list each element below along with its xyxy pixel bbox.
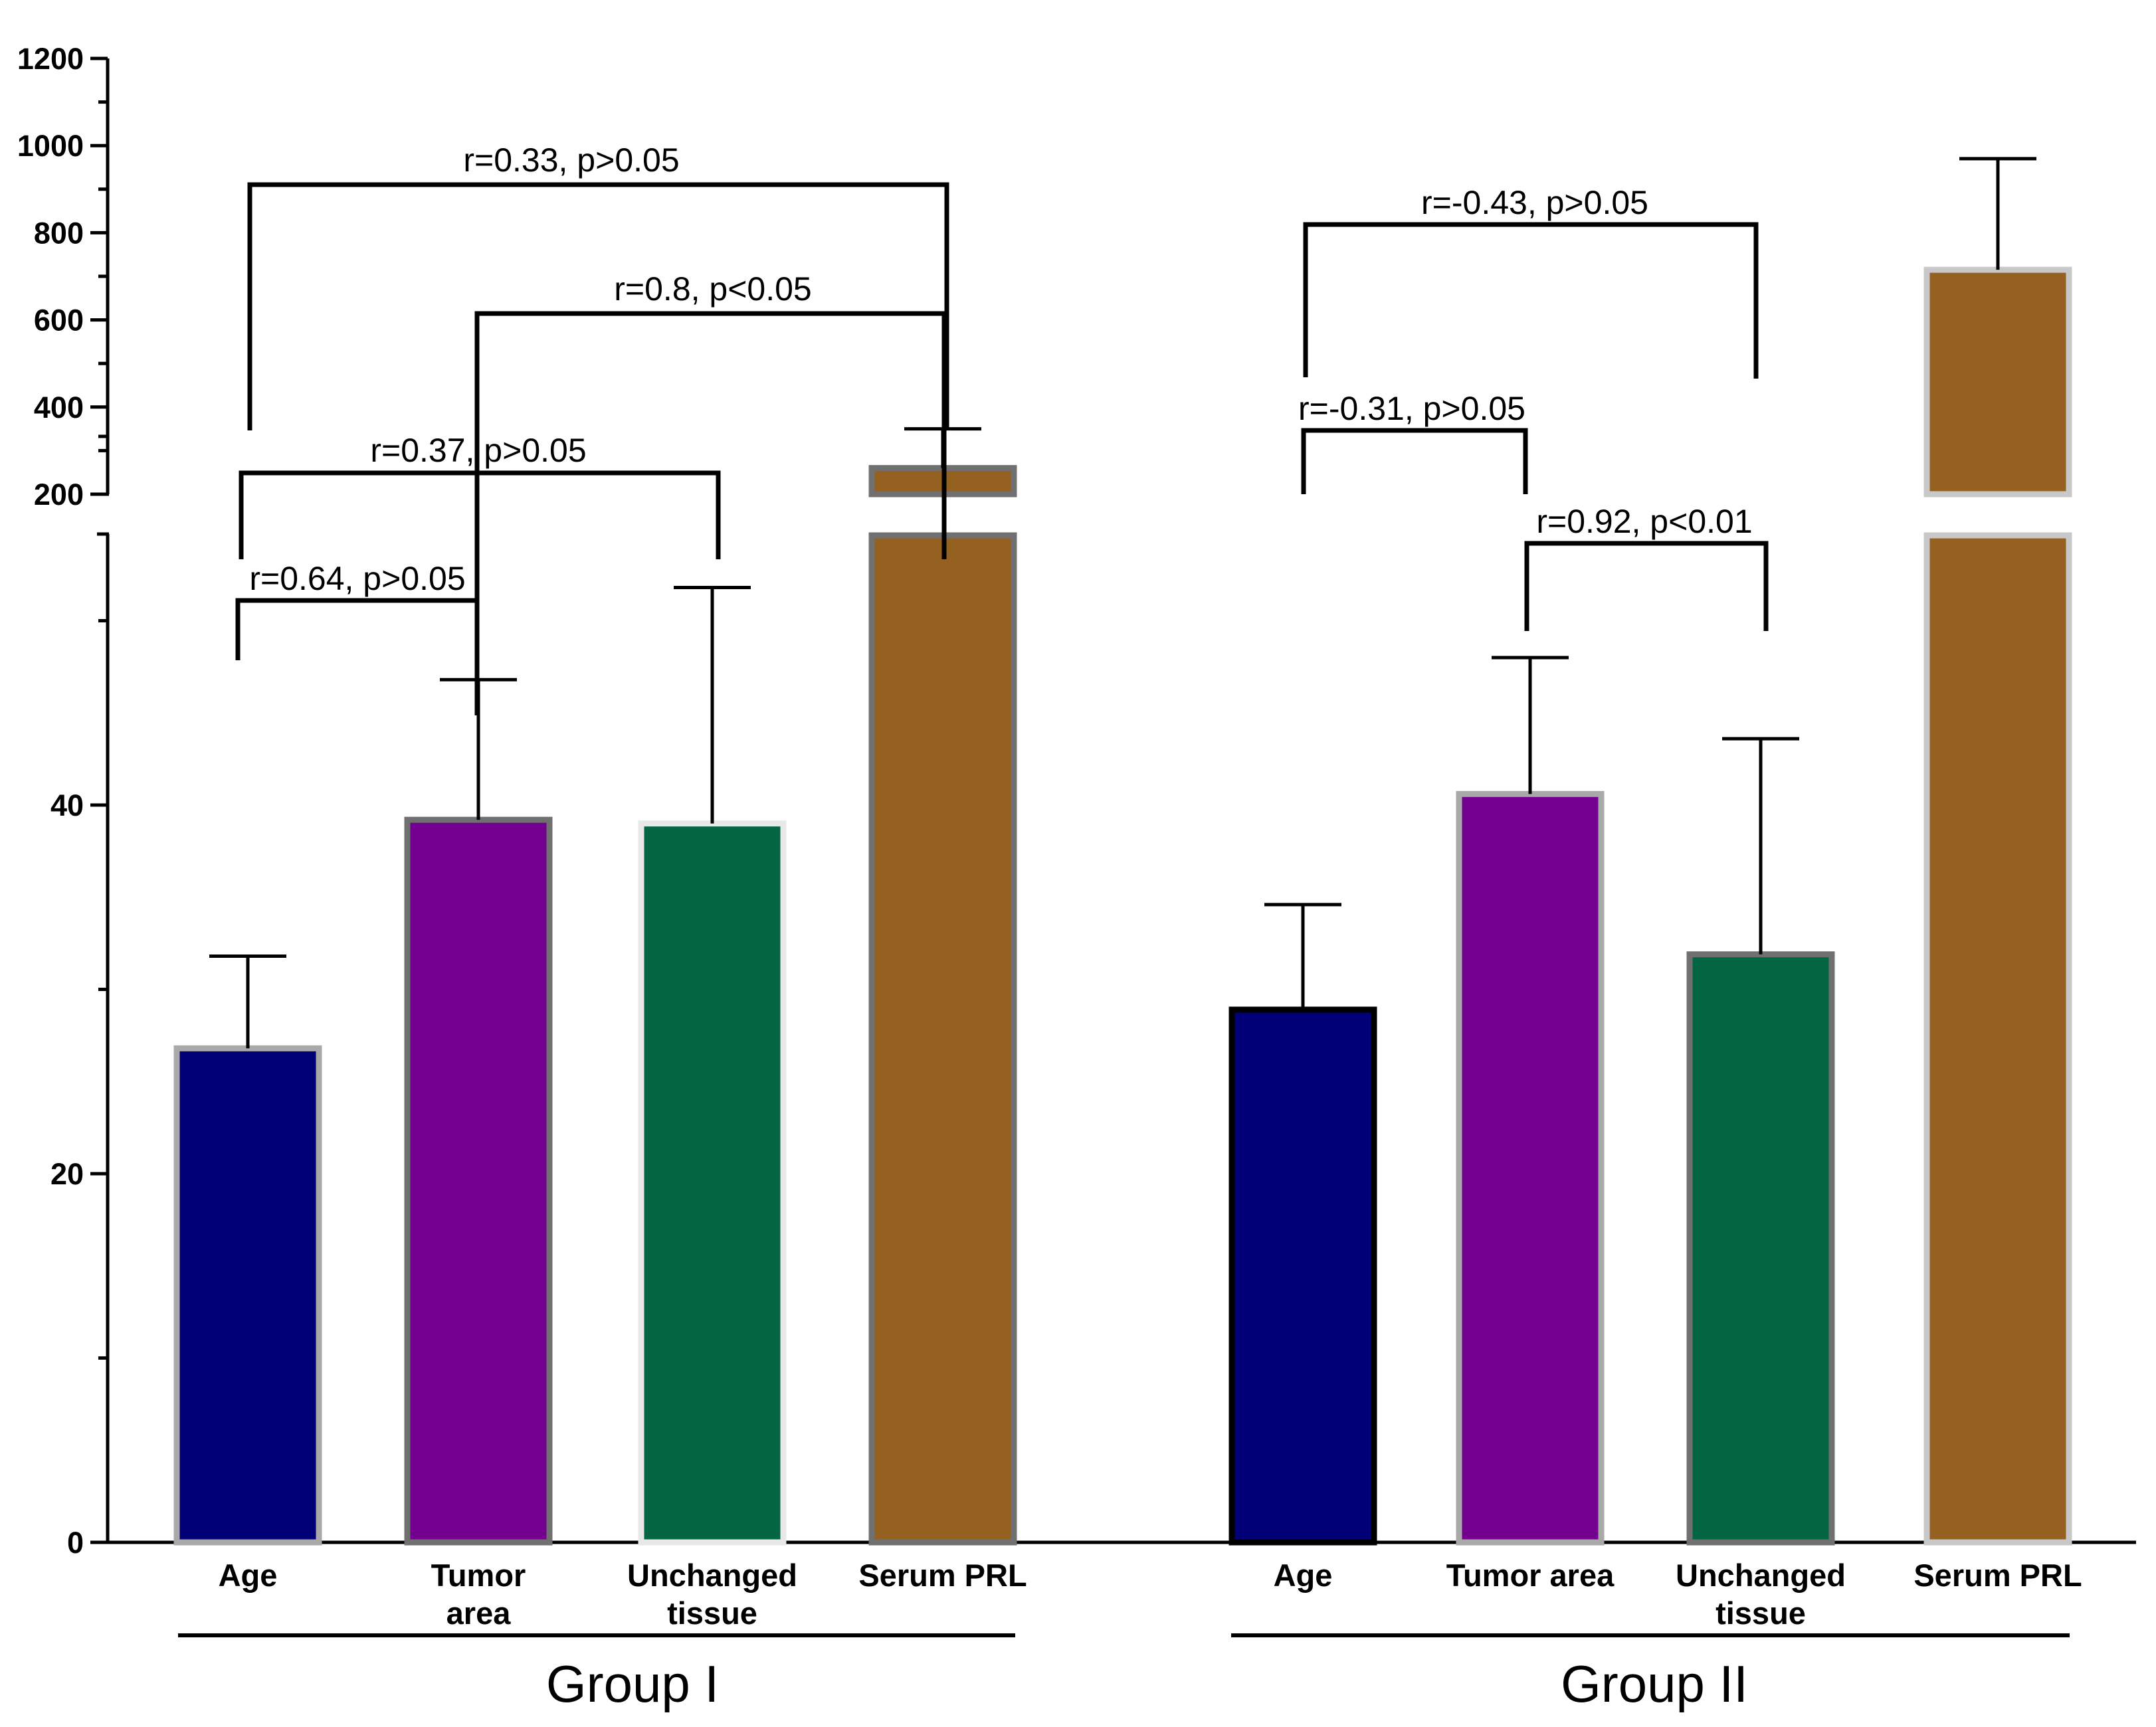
category-label: tissue	[1715, 1595, 1806, 1631]
category-label: Age	[1274, 1558, 1333, 1593]
bar-age	[1228, 1006, 1377, 1546]
y-tick-label: 200	[34, 478, 84, 511]
bar-unchanged-tissue	[1686, 951, 1835, 1546]
bar-serum-prl-upper	[1923, 266, 2072, 498]
y-tick-label: 600	[34, 304, 84, 337]
y-tick-label: 1200	[17, 42, 84, 76]
correlation-label: r=0.92, p<0.01	[1536, 503, 1752, 540]
significance-bracket	[235, 598, 480, 660]
category-label: Unchanged	[627, 1558, 797, 1593]
correlation-label: r=0.64, p>0.05	[249, 560, 465, 597]
significance-bracket	[474, 311, 947, 715]
annotations: r=0.33, p>0.05 r=0.8, p<0.05 r=0.37, p>0.0…	[235, 141, 1769, 715]
category-label: Age	[219, 1558, 278, 1593]
group-label: Group I	[546, 1655, 719, 1713]
group-label: Group II	[1561, 1655, 1748, 1713]
category-label: Tumor	[431, 1558, 526, 1593]
correlation-label: r=-0.43, p>0.05	[1421, 184, 1648, 221]
y-tick-label: 40	[50, 788, 84, 822]
y-tick-label: 0	[67, 1526, 84, 1560]
bar-age	[173, 1045, 322, 1546]
y-tick-label: 400	[34, 391, 84, 424]
correlation-label: r=-0.31, p>0.05	[1298, 390, 1525, 427]
significance-bracket	[1301, 428, 1528, 494]
y-tick-label: 20	[50, 1157, 84, 1191]
correlation-label: r=0.8, p<0.05	[614, 270, 811, 308]
significance-bracket	[1524, 541, 1769, 631]
y-tick-label: 800	[34, 216, 84, 250]
category-label: Unchanged	[1676, 1558, 1846, 1593]
significance-bracket	[239, 470, 721, 559]
category-label: area	[446, 1595, 512, 1631]
y-tick-label: 1000	[17, 129, 84, 163]
bars	[173, 157, 2072, 1546]
category-label: Tumor area	[1446, 1558, 1615, 1593]
bar-unchanged-tissue	[638, 820, 787, 1546]
significance-bracket	[247, 182, 949, 430]
bar-serum-prl	[1923, 532, 2072, 1546]
bar-serum-prl	[868, 532, 1017, 1546]
category-label: Serum PRL	[858, 1558, 1027, 1593]
significance-bracket	[1303, 222, 1759, 379]
category-label: Serum PRL	[1913, 1558, 2082, 1593]
bar-tumor-area	[404, 816, 553, 1546]
bar-tumor-area	[1456, 790, 1605, 1546]
correlation-label: r=0.33, p>0.05	[463, 141, 679, 179]
correlation-label: r=0.37, p>0.05	[370, 432, 586, 469]
category-label: tissue	[667, 1595, 757, 1631]
